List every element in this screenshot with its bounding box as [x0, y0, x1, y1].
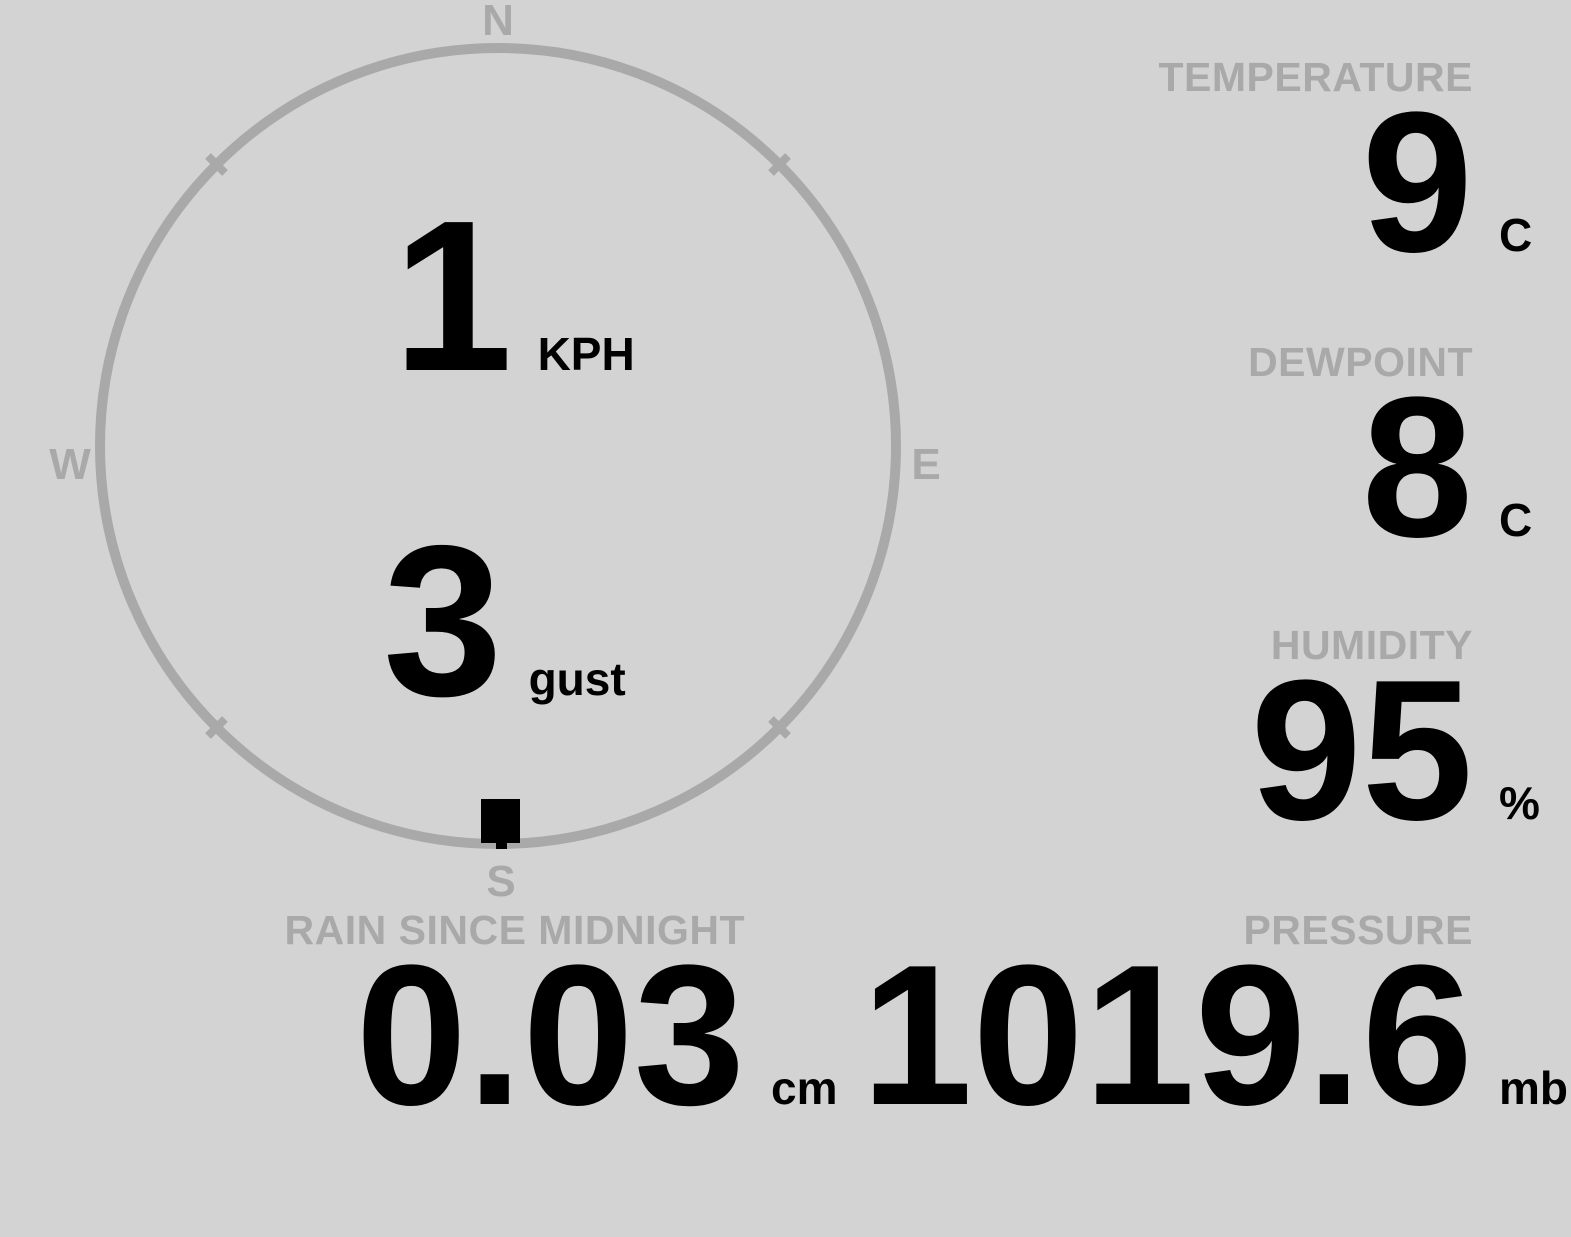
wind-speed: 1 KPH [393, 188, 635, 403]
dewpoint-unit: C [1499, 494, 1533, 546]
pressure-label: PRESSURE [1243, 907, 1473, 953]
wind-direction-marker-tick [496, 842, 507, 849]
dewpoint-label: DEWPOINT [1248, 339, 1473, 385]
metric-humidity: HUMIDITY 95 % [1251, 622, 1540, 851]
rain-value: 0.03 [355, 924, 745, 1147]
humidity-label: HUMIDITY [1270, 622, 1473, 668]
cardinal-east-label: E [911, 440, 941, 489]
wind-gust-unit: gust [528, 653, 626, 705]
cardinal-west-label: W [49, 440, 91, 489]
humidity-unit: % [1499, 777, 1540, 829]
dewpoint-reading: 8 C [1248, 368, 1571, 568]
temperature-unit: C [1499, 209, 1533, 261]
cardinal-south-label: S [486, 857, 516, 906]
temperature-value: 9 [1361, 71, 1473, 294]
metric-temperature: TEMPERATURE 9 C [1158, 54, 1532, 283]
wind-speed-value: 1 [393, 175, 513, 416]
humidity-value: 95 [1250, 639, 1473, 862]
metric-dewpoint: DEWPOINT 8 C [1248, 339, 1532, 568]
temperature-reading: 9 C [1158, 83, 1571, 283]
pressure-value: 1019.6 [861, 924, 1473, 1147]
temperature-label: TEMPERATURE [1158, 54, 1473, 100]
wind-speed-unit: KPH [537, 328, 635, 380]
pressure-unit: mb [1499, 1062, 1568, 1114]
wind-gust: 3 gust [383, 513, 626, 728]
rain-reading: 0.03 cm [285, 936, 867, 1136]
wind-gust-value: 3 [383, 500, 503, 741]
dewpoint-value: 8 [1361, 356, 1473, 579]
rain-unit: cm [771, 1062, 838, 1114]
rain-label: RAIN SINCE MIDNIGHT [284, 907, 745, 953]
humidity-reading: 95 % [1251, 651, 1571, 851]
wind-direction-marker [481, 799, 520, 843]
metric-pressure: PRESSURE 1019.6 mb [861, 907, 1568, 1136]
pressure-reading: 1019.6 mb [861, 936, 1571, 1136]
metric-rain-since-midnight: RAIN SINCE MIDNIGHT 0.03 cm [284, 907, 838, 1136]
cardinal-north-label: N [482, 0, 514, 45]
